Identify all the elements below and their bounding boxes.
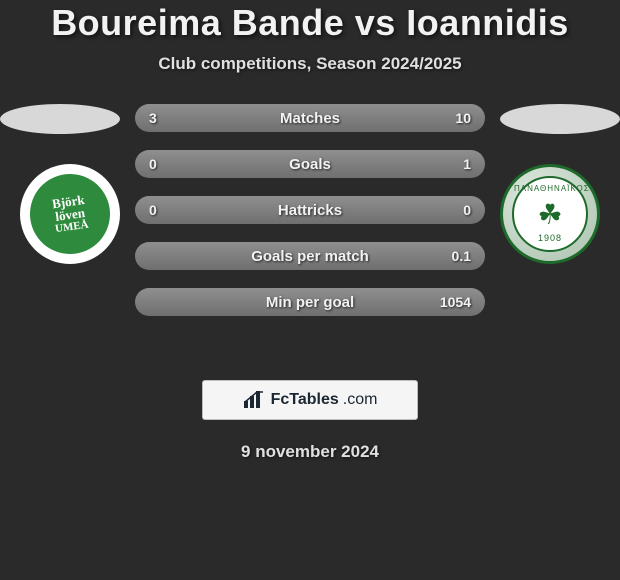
stat-bars: 3 Matches 10 0 Goals 1 0 Hattricks 0 Goa…: [135, 104, 485, 334]
subtitle: Club competitions, Season 2024/2025: [0, 54, 620, 74]
club-logo-right-outer: ΠΑΝΑΘΗΝΑΪΚΟΣ ☘ 1908: [500, 164, 600, 264]
stat-left-value: 0: [149, 150, 157, 178]
stat-label: Matches: [280, 110, 340, 127]
stat-bar: 3 Matches 10: [135, 104, 485, 132]
club-logo-left-line3: UMEÅ: [54, 219, 89, 235]
player-left-shadow: [0, 104, 120, 134]
clover-icon: ☘: [537, 198, 562, 231]
stat-left-value: 3: [149, 104, 157, 132]
stat-left-value: 0: [149, 196, 157, 224]
bar-chart-icon: [243, 391, 265, 409]
brand-suffix: .com: [343, 391, 378, 409]
stat-right-value: 10: [455, 104, 471, 132]
player-right-shadow: [500, 104, 620, 134]
generated-date: 9 november 2024: [0, 442, 620, 462]
page-title: Boureima Bande vs Ioannidis: [0, 2, 620, 44]
stat-right-value: 1054: [440, 288, 471, 316]
club-logo-left-inner: Björk löven UMEÅ: [25, 169, 115, 259]
club-logo-right: ΠΑΝΑΘΗΝΑΪΚΟΣ ☘ 1908: [500, 164, 600, 264]
stat-bar: 0 Goals 1: [135, 150, 485, 178]
brand-name: FcTables: [271, 391, 339, 409]
stat-label: Goals per match: [251, 248, 369, 265]
comparison-panel: Björk löven UMEÅ ΠΑΝΑΘΗΝΑΪΚΟΣ ☘ 1908 3 M…: [0, 104, 620, 364]
stat-bar: Goals per match 0.1: [135, 242, 485, 270]
stat-right-value: 0.1: [452, 242, 471, 270]
club-logo-right-top-text: ΠΑΝΑΘΗΝΑΪΚΟΣ: [514, 184, 586, 193]
club-logo-left: Björk löven UMEÅ: [20, 164, 120, 264]
stat-bar: Min per goal 1054: [135, 288, 485, 316]
stat-label: Min per goal: [266, 294, 354, 311]
stat-right-value: 1: [463, 150, 471, 178]
brand-box[interactable]: FcTables.com: [202, 380, 418, 420]
stat-bar: 0 Hattricks 0: [135, 196, 485, 224]
club-logo-left-outer: Björk löven UMEÅ: [20, 164, 120, 264]
club-logo-right-inner: ΠΑΝΑΘΗΝΑΪΚΟΣ ☘ 1908: [512, 176, 588, 252]
stat-right-value: 0: [463, 196, 471, 224]
club-logo-right-bottom-text: 1908: [514, 233, 586, 243]
stat-label: Goals: [289, 156, 331, 173]
stat-label: Hattricks: [278, 202, 342, 219]
